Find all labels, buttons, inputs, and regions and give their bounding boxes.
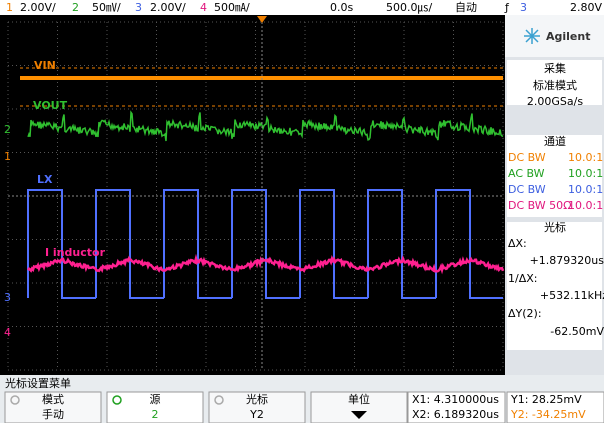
trigger-level: 2.80V <box>570 1 602 14</box>
softkey-label: 源 <box>150 392 161 406</box>
dx-value: +1.879320us <box>530 254 604 267</box>
inv-value: +532.11kHz <box>540 289 604 302</box>
softkey <box>208 391 306 423</box>
softkey-value: 2 <box>152 408 159 421</box>
top-bar <box>0 0 604 15</box>
ch4-marker: 4 <box>4 326 11 339</box>
menu-title: 光标设置菜单 <box>5 376 71 390</box>
trigger-slope: ƒ <box>504 1 510 14</box>
y2-readout: Y2: -34.25mV <box>510 408 586 421</box>
y1-readout: Y1: 28.25mV <box>510 393 582 406</box>
acquire-title: 采集 <box>544 61 566 75</box>
channel-coupling: AC BW <box>508 167 545 180</box>
graticule <box>0 15 505 375</box>
lx-trace <box>27 189 503 299</box>
vout-label: VOUT <box>33 99 68 112</box>
softkey-value: Y2 <box>249 408 264 421</box>
x1-readout: X1: 4.310000us <box>412 393 499 406</box>
softkey-label: 光标 <box>246 392 268 406</box>
delay: 0.0s <box>330 1 353 14</box>
softkey-knob <box>10 395 20 405</box>
softkey <box>4 391 102 423</box>
trigger-source: 3 <box>520 1 527 14</box>
softkey-label: 单位 <box>348 392 370 406</box>
cursor-marker <box>320 16 330 23</box>
lx-label: LX <box>37 173 53 186</box>
channel-box <box>507 135 602 217</box>
inv-label: 1/ΔX: <box>508 272 537 285</box>
ch2-marker: 2 <box>4 123 11 136</box>
ch3-num: 3 <box>135 1 142 14</box>
ch2-scale: 50㎷/ <box>92 1 121 14</box>
acquire-mode: 标准模式 <box>533 78 577 92</box>
softkey <box>106 391 204 423</box>
inductor-label: I inductor <box>45 246 106 259</box>
channel-probe: 10.0:1 <box>568 183 603 196</box>
x2-readout: X2: 6.189320us <box>412 408 499 421</box>
trigger-marker <box>257 16 267 23</box>
brand-logo <box>524 28 540 44</box>
softkey-label: 模式 <box>42 393 64 406</box>
acquire-box <box>507 60 602 105</box>
channel-coupling: DC BW <box>508 151 546 164</box>
channels-title: 通道 <box>544 134 566 148</box>
channel-coupling: DC BW 50Ω <box>508 199 572 212</box>
ch1-scale: 2.00V/ <box>20 1 56 14</box>
ch4-num: 4 <box>200 1 207 14</box>
acquire-rate: 2.00GSa/s <box>527 95 583 108</box>
channel-probe: 10.0:1 <box>568 167 603 180</box>
cursor-marker <box>43 16 53 23</box>
vout-trace <box>27 110 504 142</box>
inductor-trace <box>26 253 505 275</box>
y-readout <box>506 391 604 423</box>
timebase: 500.0㎲/ <box>386 1 432 14</box>
softkey-knob <box>112 395 122 405</box>
x-readout <box>407 391 506 423</box>
cursor-marker <box>423 16 433 23</box>
softkey-arrow <box>351 411 367 419</box>
softkey-value: 手动 <box>42 407 64 421</box>
ch3-scale: 2.00V/ <box>150 1 186 14</box>
softkey-knob <box>214 395 224 405</box>
brand: Agilent <box>546 30 590 43</box>
brand-box <box>505 15 604 57</box>
dy-value: -62.50mV <box>550 325 604 338</box>
ch3-marker: 3 <box>4 291 11 304</box>
ch2-num: 2 <box>72 1 79 14</box>
ch1-marker: 1 <box>4 150 11 163</box>
cursors-title: 光标 <box>544 220 566 234</box>
trigger-mode: 自动 <box>455 1 477 14</box>
channel-probe: 10.0:1 <box>568 151 603 164</box>
dy-label: ΔY(2): <box>508 307 542 320</box>
ch4-scale: 500㎃/ <box>214 1 250 14</box>
cursor-box <box>507 222 602 350</box>
channel-coupling: DC BW <box>508 183 546 196</box>
channel-probe: 10.0:1 <box>568 199 603 212</box>
vin-label: VIN <box>34 59 56 72</box>
ch1-num: 1 <box>6 1 13 14</box>
dx-label: ΔX: <box>508 237 527 250</box>
cursor-marker <box>145 16 155 23</box>
